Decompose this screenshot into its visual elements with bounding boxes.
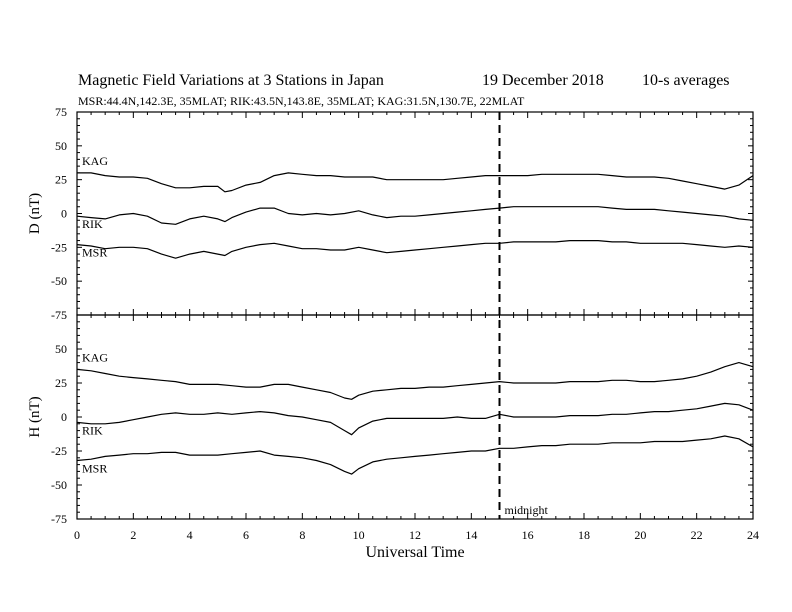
x-tick-label: 22 [691,528,703,542]
panel-frame [76,111,754,316]
y-tick-label: 25 [55,173,67,187]
x-tick-label: 8 [299,528,305,542]
y-tick-label: 50 [55,342,67,356]
y-tick-label: -75 [51,512,67,526]
x-tick-label: 16 [522,528,534,542]
y-tick-label: -25 [51,240,67,254]
y-tick-label: 0 [61,410,67,424]
series-label-kag: KAG [82,154,108,168]
x-tick-label: 24 [747,528,759,542]
series-label-msr: MSR [82,246,107,260]
y-tick-label: 25 [55,376,67,390]
chart-title: Magnetic Field Variations at 3 Stations … [78,72,384,89]
y-tick-label: 0 [61,207,67,221]
x-tick-label: 20 [634,528,646,542]
y-axis-label: D (nT) [27,193,43,234]
station-coordinates: MSR:44.4N,142.3E, 35MLAT; RIK:43.5N,143.… [78,94,525,108]
series-line-kag [76,362,754,400]
panel-top: 75 50 25 0 -25 -50 -75 D (nT) KAG RIK MSR [27,105,754,322]
y-axis-label: H (nT) [27,396,43,437]
x-tick-label: 4 [187,528,193,542]
y-tick-label: -75 [51,308,67,322]
series-line-kag [77,172,754,193]
x-tick-label: 18 [578,528,590,542]
series-label-kag: KAG [82,350,108,364]
series-label-rik: RIK [82,217,103,231]
series-line-msr [76,240,754,259]
series-line-rik [76,206,754,225]
x-tick-label: 2 [130,528,136,542]
chart-averaging: 10-s averages [642,72,730,89]
x-tick-label: 0 [74,528,80,542]
series-label-rik: RIK [82,423,103,437]
chart-date: 19 December 2018 [482,72,604,89]
x-axis-label: Universal Time [365,544,464,561]
series-line-msr [76,435,754,475]
y-tick-label: -25 [51,444,67,458]
series-line-rik [76,402,754,436]
midnight-label: midnight [505,503,549,517]
y-tick-label: -50 [51,478,67,492]
x-tick-label: 14 [465,528,477,542]
panel-frame [76,314,754,520]
x-tick-label: 10 [353,528,365,542]
y-tick-label: 75 [55,105,67,119]
series-label-msr: MSR [82,462,107,476]
x-tick-label: 12 [409,528,421,542]
y-tick-label: 50 [55,139,67,153]
y-tick-label: -50 [51,274,67,288]
panel-bottom: 50 25 0 -25 -50 -75 H (nT) KAG RIK MSR midnight [27,314,754,526]
x-tick-label: 6 [243,528,249,542]
